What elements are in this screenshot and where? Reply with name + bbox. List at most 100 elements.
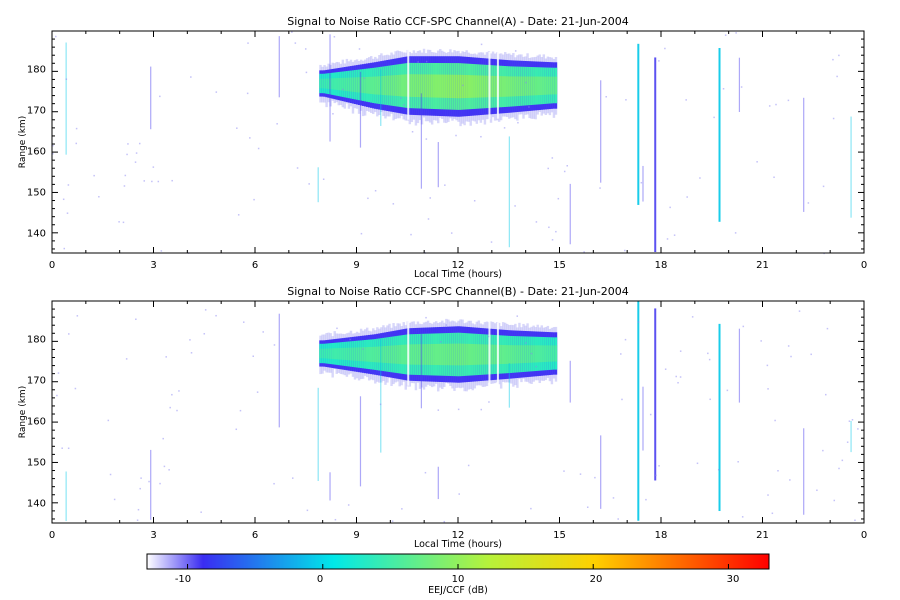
echo-core — [530, 76, 533, 96]
noise-dot — [480, 408, 483, 411]
noise-dot — [333, 36, 336, 38]
echo-core — [491, 344, 495, 365]
noise-dot — [677, 381, 679, 384]
echo-core — [424, 344, 428, 365]
noise-dot — [756, 161, 758, 163]
noise-streak — [359, 71, 362, 148]
echo-core — [532, 345, 535, 363]
noise-dot — [658, 60, 660, 62]
noise-dot — [362, 348, 364, 350]
echo-core — [355, 347, 359, 361]
echo-core — [325, 78, 328, 89]
echo-core — [357, 347, 361, 361]
noise-dot — [848, 420, 851, 422]
echo-core — [353, 347, 357, 361]
chart-b-x-tick: 15 — [553, 530, 566, 541]
noise-dot — [836, 75, 838, 78]
echo-layer — [319, 48, 558, 127]
echo-core — [471, 344, 474, 365]
chart-a-x-tick: 0 — [49, 260, 55, 271]
noise-dot — [832, 58, 834, 61]
noise-dot — [165, 356, 167, 358]
noise-dot — [673, 234, 676, 236]
noise-dot — [67, 447, 70, 450]
colorbar-tick-label: -10 — [175, 574, 191, 585]
echo-core — [341, 77, 345, 91]
echo-core — [528, 76, 531, 96]
noise-dot — [334, 518, 337, 521]
echo-core — [453, 74, 456, 99]
chart-a-frame — [51, 30, 865, 254]
noise-dot — [349, 338, 351, 341]
noise-dot — [152, 166, 155, 168]
chart-b-y-tick: 140 — [27, 499, 46, 510]
echo-core — [345, 77, 349, 92]
noise-streak — [654, 57, 657, 253]
noise-dot — [825, 393, 827, 396]
noise-dot — [127, 143, 129, 145]
echo-core — [534, 76, 537, 96]
echo-core — [376, 346, 379, 363]
noise-dot — [620, 353, 622, 355]
echo-core — [434, 74, 438, 98]
echo-core — [333, 78, 336, 90]
echo-core — [370, 76, 373, 94]
noise-dot — [427, 218, 430, 220]
echo-core — [471, 75, 474, 98]
noise-dot — [138, 142, 141, 145]
noise-dot — [535, 365, 538, 368]
echo-core — [469, 75, 472, 98]
chart-b-y-label: Range (km) — [18, 386, 28, 438]
noise-dot — [774, 419, 776, 422]
noise-streak — [317, 167, 319, 203]
noise-dot — [854, 519, 856, 522]
noise-dot — [306, 509, 309, 512]
echo-core — [424, 74, 428, 98]
noise-dot — [724, 34, 727, 36]
echo-core — [412, 344, 416, 365]
noise-dot — [557, 197, 560, 200]
echo-core — [467, 75, 470, 98]
noise-dot — [296, 167, 299, 169]
chart-b-x-tick: 0 — [861, 530, 867, 541]
chart-a-y-tick: 160 — [27, 147, 46, 158]
noise-dot — [65, 78, 68, 80]
echo-core — [359, 347, 363, 362]
echo-core — [420, 344, 424, 365]
echo-core — [374, 76, 377, 95]
echo-core — [542, 345, 546, 363]
noise-dot — [276, 123, 278, 125]
echo-core — [416, 344, 420, 365]
noise-dot — [846, 441, 849, 443]
noise-dot — [171, 179, 173, 182]
echo-core — [327, 348, 330, 359]
noise-dot — [215, 314, 217, 317]
echo-gap — [496, 322, 499, 385]
noise-dot — [305, 71, 308, 74]
echo-core — [402, 344, 405, 365]
echo-gap — [488, 51, 491, 120]
noise-dot — [291, 477, 294, 479]
echo-core — [378, 346, 381, 363]
echo-core — [518, 345, 521, 364]
echo-core — [443, 74, 446, 98]
noise-dot — [734, 232, 737, 234]
echo-core — [510, 76, 513, 97]
noise-dot — [462, 84, 464, 87]
noise-dot — [134, 161, 137, 163]
noise-streak — [508, 136, 510, 248]
noise-dot — [178, 390, 180, 392]
echo-core — [459, 343, 462, 366]
echo-core — [337, 78, 340, 91]
chart-b-y-tick: 180 — [27, 335, 46, 346]
noise-dot — [56, 394, 58, 397]
echo-core — [443, 343, 446, 366]
echo-core — [526, 76, 529, 96]
echo-core — [465, 343, 468, 366]
noise-dot — [822, 185, 825, 188]
noise-dot — [826, 327, 829, 330]
echo-core — [388, 345, 391, 364]
noise-streak — [278, 36, 280, 98]
noise-dot — [551, 239, 554, 241]
noise-dot — [548, 226, 550, 229]
